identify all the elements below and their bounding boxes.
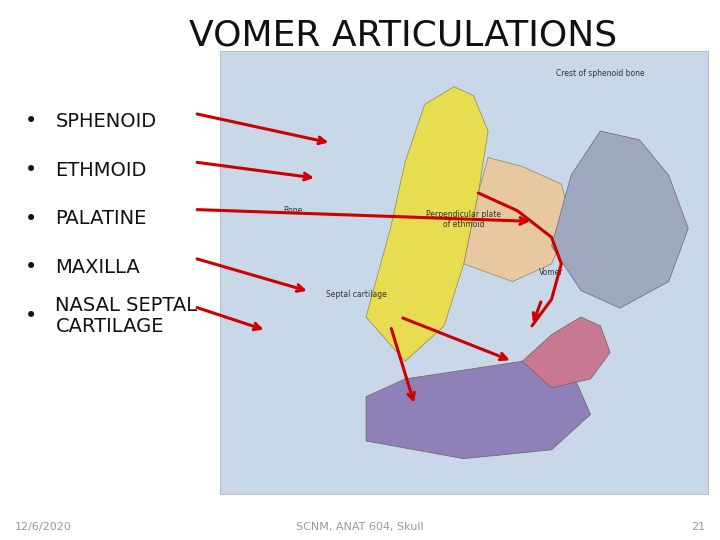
Text: 21: 21 — [691, 522, 706, 532]
Text: ETHMOID: ETHMOID — [55, 160, 147, 180]
Polygon shape — [366, 361, 590, 458]
Text: NASAL SEPTAL
CARTILAGE: NASAL SEPTAL CARTILAGE — [55, 296, 197, 336]
Text: Crest of sphenoid bone: Crest of sphenoid bone — [556, 69, 644, 78]
Text: •: • — [25, 257, 37, 278]
Text: SPHENOID: SPHENOID — [55, 112, 156, 131]
Text: SCNM, ANAT 604, Skull: SCNM, ANAT 604, Skull — [296, 522, 424, 532]
Polygon shape — [552, 131, 688, 308]
Text: Perpendicular plate
of ethmoid: Perpendicular plate of ethmoid — [426, 210, 501, 230]
Text: MAXILLA: MAXILLA — [55, 258, 140, 277]
Text: 12/6/2020: 12/6/2020 — [14, 522, 71, 532]
Text: •: • — [25, 208, 37, 229]
Polygon shape — [522, 317, 610, 388]
Text: VOMER ARTICULATIONS: VOMER ARTICULATIONS — [189, 19, 617, 53]
Polygon shape — [366, 87, 488, 361]
Polygon shape — [464, 158, 571, 281]
Text: Septal cartilage: Septal cartilage — [326, 291, 387, 299]
Text: •: • — [25, 306, 37, 326]
FancyBboxPatch shape — [220, 51, 708, 494]
Text: PALATINE: PALATINE — [55, 209, 147, 228]
Text: Vomer: Vomer — [539, 268, 564, 277]
Text: Bone: Bone — [283, 206, 302, 215]
Text: •: • — [25, 160, 37, 180]
Text: •: • — [25, 111, 37, 132]
